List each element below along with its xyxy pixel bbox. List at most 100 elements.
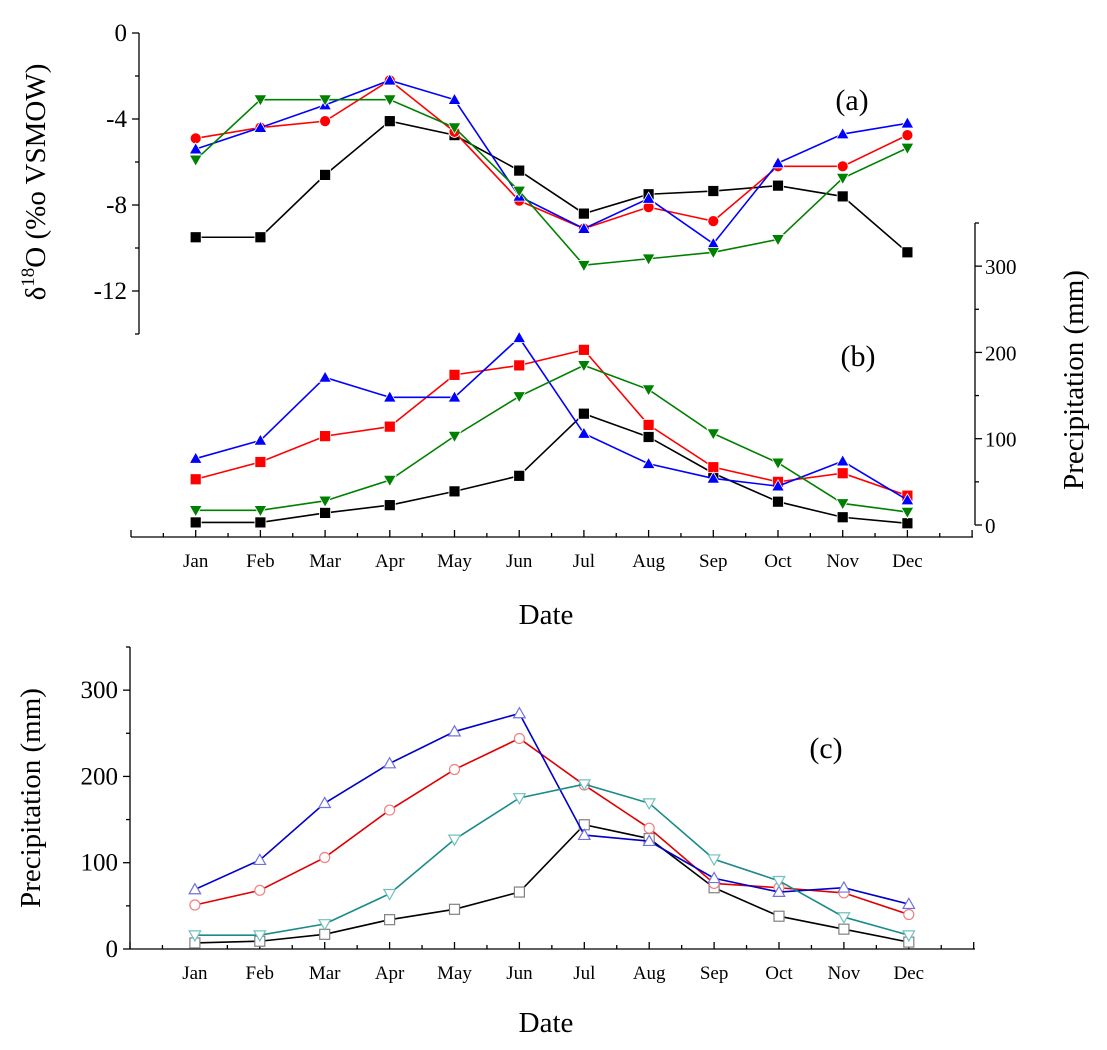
x-tick-label: Aug — [632, 551, 665, 572]
data-point-blue-triangle-up — [382, 390, 397, 403]
data-point-green-triangle-down — [382, 94, 397, 107]
data-point-blue-triangle-up — [835, 126, 850, 140]
data-point-green-triangle-down — [253, 94, 268, 107]
series-black-open-square — [189, 819, 915, 949]
data-point-black-square — [189, 516, 202, 529]
data-point-teal-open-triangle-down — [707, 854, 721, 867]
data-point-green-triangle-down — [318, 495, 333, 508]
panel-b-y-ticks: 0 100 200 300 — [975, 222, 1017, 538]
y-tick-label: 100 — [81, 850, 119, 877]
data-point-teal-open-triangle-down — [642, 798, 656, 811]
x-tick-label: Apr — [375, 551, 405, 572]
data-point-blue-open-triangle-up — [447, 724, 462, 737]
panel-b: 0 100 200 300 Jan Feb Mar Apr May Jun Jul Aug Sep Oc… — [130, 222, 1090, 631]
series-green-triangle-down — [188, 94, 915, 273]
data-point-red-open-circle — [643, 822, 655, 834]
series-line-blue-triangle-up — [195, 79, 908, 245]
x-tick-label: Dec — [892, 551, 923, 572]
data-point-blue-triangle-up — [253, 433, 268, 446]
series-line-red-circle — [195, 79, 908, 230]
data-point-green-triangle-down — [900, 506, 915, 520]
data-point-black-square — [901, 246, 914, 259]
data-point-blue-open-triangle-up — [577, 828, 592, 841]
data-point-black-square — [189, 231, 202, 244]
data-point-black-square — [319, 168, 332, 181]
data-point-black-square — [642, 431, 655, 443]
x-tick-label: Jul — [573, 551, 595, 572]
series-blue-open-triangle-up — [188, 706, 916, 910]
data-point-red-open-circle — [513, 732, 526, 745]
data-point-black-square — [578, 407, 590, 420]
data-point-black-square — [901, 517, 914, 530]
panel-a-y-axis-title: δ18O (%o VSMOW) — [18, 64, 52, 301]
data-point-green-triangle-down — [706, 428, 721, 441]
data-point-green-triangle-down — [447, 122, 462, 135]
data-point-blue-triangle-up — [576, 426, 591, 439]
data-point-blue-triangle-up — [835, 454, 850, 467]
series-blue-triangle-up — [188, 73, 915, 249]
data-point-red-open-circle — [254, 884, 266, 896]
series-line-teal-open-triangle-down — [194, 783, 910, 936]
data-point-teal-open-triangle-down — [577, 779, 592, 792]
data-point-blue-triangle-up — [770, 155, 786, 169]
x-tick-label: Sep — [699, 551, 728, 572]
data-point-green-triangle-down — [576, 260, 591, 273]
series-line-black-square — [195, 412, 908, 525]
data-point-blue-open-triangle-up — [707, 871, 721, 884]
series-red-square — [189, 343, 914, 502]
data-point-black-square — [254, 516, 267, 529]
data-point-red-square — [254, 456, 267, 468]
data-point-teal-open-triangle-down — [512, 793, 527, 805]
data-point-red-circle — [707, 215, 720, 228]
data-point-blue-open-triangle-up — [188, 882, 202, 895]
data-point-red-circle — [836, 160, 849, 173]
data-point-blue-triangle-up — [770, 479, 786, 492]
data-point-green-triangle-down — [382, 474, 397, 488]
panel-b-x-axis-title: Date — [519, 599, 574, 631]
data-point-green-triangle-down — [253, 505, 268, 518]
data-point-blue-triangle-up — [382, 73, 397, 86]
data-point-black-square — [448, 485, 461, 498]
series-line-blue-triangle-up — [195, 336, 908, 501]
y-tick-label: -4 — [106, 106, 127, 133]
panel-c-x-axis-title: Date — [519, 1007, 574, 1039]
data-point-blue-open-triangle-up — [317, 796, 332, 809]
y-tick-label: 100 — [985, 428, 1017, 452]
x-tick-label: Oct — [765, 963, 793, 984]
data-point-black-square — [836, 511, 849, 524]
x-tick-label: Jun — [506, 551, 533, 572]
data-point-black-square — [772, 495, 784, 508]
data-point-blue-triangle-up — [512, 330, 527, 343]
y-tick-label: 300 — [985, 255, 1017, 279]
x-tick-label: Nov — [826, 551, 859, 572]
y-tick-label: -8 — [106, 192, 127, 219]
data-point-blue-triangle-up — [447, 92, 462, 105]
data-point-teal-open-triangle-down — [188, 930, 202, 943]
x-tick-label: Jan — [183, 551, 209, 572]
x-tick-label: Mar — [309, 551, 341, 572]
data-point-green-triangle-down — [318, 94, 333, 107]
y-tick-label: 200 — [81, 763, 119, 790]
panel-b-series — [188, 330, 915, 530]
data-point-blue-open-triangle-up — [512, 706, 527, 719]
data-point-black-open-square — [513, 886, 526, 898]
data-point-red-square — [513, 359, 526, 372]
series-line-green-triangle-down — [195, 364, 908, 513]
data-point-red-open-circle — [319, 851, 331, 864]
series-green-triangle-down — [188, 360, 915, 520]
data-point-blue-triangle-up — [900, 116, 915, 129]
data-point-black-open-square — [448, 903, 461, 915]
panel-b-label: (b) — [841, 340, 876, 373]
data-point-black-open-square — [838, 923, 850, 935]
x-tick-label: Jan — [182, 963, 208, 984]
data-point-blue-triangle-up — [706, 471, 721, 484]
x-tick-label: Aug — [633, 963, 666, 984]
series-line-black-open-square — [194, 823, 909, 944]
series-teal-open-triangle-down — [188, 779, 916, 943]
x-tick-label: Dec — [894, 963, 925, 984]
series-line-red-square — [195, 348, 908, 497]
data-point-red-square — [448, 368, 461, 381]
data-point-teal-open-triangle-down — [772, 875, 786, 888]
data-point-black-square — [836, 190, 849, 203]
panel-a-y-axis-title-text: δ18O (%o VSMOW) — [18, 64, 52, 301]
